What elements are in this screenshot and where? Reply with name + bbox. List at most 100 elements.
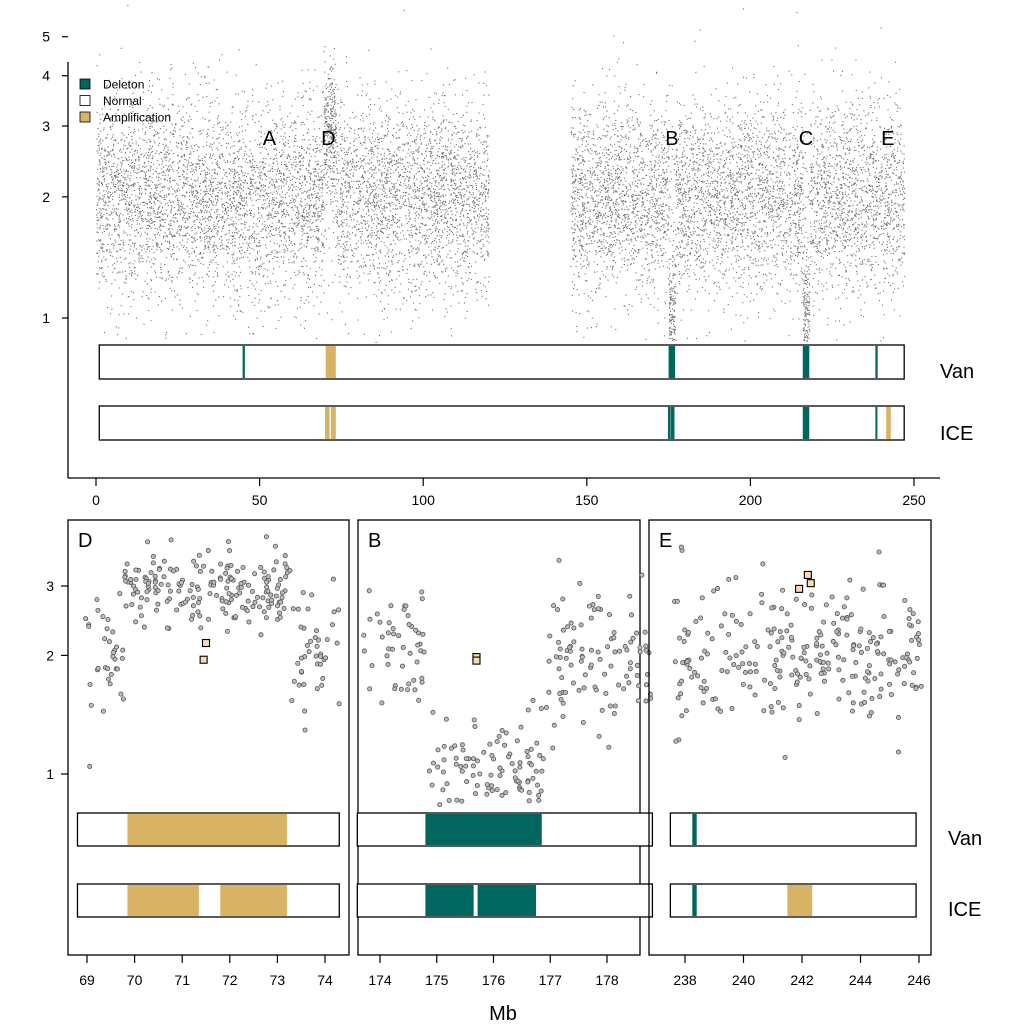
data-point xyxy=(201,132,203,134)
data-point xyxy=(199,130,202,132)
data-point xyxy=(443,95,446,97)
data-point xyxy=(300,168,302,171)
data-point xyxy=(359,230,361,233)
data-point xyxy=(227,160,229,162)
data-point xyxy=(190,151,192,153)
data-point xyxy=(374,213,376,215)
data-point xyxy=(198,277,200,279)
data-point xyxy=(341,158,343,160)
data-point xyxy=(209,187,211,189)
data-point xyxy=(252,94,254,96)
data-point xyxy=(477,281,479,283)
data-point xyxy=(219,153,221,155)
data-point xyxy=(352,161,354,163)
data-point xyxy=(345,225,347,227)
data-point xyxy=(132,263,134,265)
data-point xyxy=(204,193,207,195)
data-point xyxy=(203,218,205,220)
data-point xyxy=(365,115,367,117)
data-point xyxy=(391,261,393,263)
data-point xyxy=(475,170,477,172)
data-point xyxy=(454,158,456,160)
data-point xyxy=(215,255,218,257)
data-point xyxy=(130,203,132,205)
data-point xyxy=(133,230,136,232)
data-point xyxy=(280,161,283,163)
data-point xyxy=(375,238,377,240)
data-point xyxy=(431,147,433,150)
data-point xyxy=(267,225,269,227)
data-point xyxy=(439,176,441,178)
data-point xyxy=(216,117,219,119)
data-point xyxy=(211,285,213,287)
data-point xyxy=(121,190,123,192)
data-point xyxy=(391,251,393,253)
data-point xyxy=(434,237,436,240)
data-point xyxy=(353,150,355,152)
data-point xyxy=(194,237,196,239)
data-point xyxy=(173,130,175,132)
data-point xyxy=(428,228,430,231)
data-point xyxy=(285,196,287,198)
data-point xyxy=(191,236,193,238)
data-point xyxy=(207,167,209,170)
data-point xyxy=(234,158,236,160)
data-point xyxy=(169,243,171,245)
data-point xyxy=(184,73,186,76)
data-point xyxy=(218,155,221,158)
data-point xyxy=(208,198,210,200)
data-point xyxy=(258,172,260,174)
data-point xyxy=(454,202,456,204)
data-point xyxy=(386,265,388,268)
data-point xyxy=(401,269,404,271)
data-point xyxy=(222,156,224,158)
data-point xyxy=(445,180,447,182)
data-point xyxy=(476,174,478,176)
data-point xyxy=(321,192,323,194)
data-point xyxy=(98,188,100,190)
data-point xyxy=(395,194,397,196)
data-point xyxy=(418,232,420,234)
data-point xyxy=(393,188,395,190)
data-point xyxy=(312,139,314,141)
data-point xyxy=(281,223,283,225)
data-point xyxy=(268,182,271,184)
data-point xyxy=(378,222,380,225)
data-point xyxy=(111,155,113,157)
data-point xyxy=(223,169,225,171)
data-point xyxy=(378,267,380,269)
data-point xyxy=(462,234,464,236)
data-point xyxy=(426,144,428,146)
data-point xyxy=(407,197,409,199)
data-point xyxy=(426,167,428,169)
data-point xyxy=(160,183,162,185)
data-point xyxy=(390,158,392,160)
data-point xyxy=(460,290,462,292)
data-point xyxy=(421,176,423,178)
data-point xyxy=(343,127,346,129)
data-point xyxy=(435,204,437,206)
data-point xyxy=(255,181,257,183)
data-point xyxy=(438,222,440,224)
data-point xyxy=(98,189,100,191)
data-point xyxy=(254,187,256,189)
data-point xyxy=(234,169,236,171)
data-point xyxy=(191,286,194,288)
data-point xyxy=(432,292,434,294)
data-point xyxy=(452,168,454,170)
data-point xyxy=(114,140,116,142)
data-point xyxy=(480,207,482,209)
data-point xyxy=(488,179,490,181)
data-point xyxy=(459,178,461,180)
data-point xyxy=(459,172,461,174)
data-point xyxy=(380,200,382,202)
data-point xyxy=(446,231,448,233)
data-point xyxy=(457,197,459,199)
data-point xyxy=(460,264,462,266)
data-point xyxy=(332,281,334,283)
data-point xyxy=(214,212,216,214)
data-point xyxy=(372,204,374,206)
data-point xyxy=(116,176,118,178)
data-point xyxy=(463,224,465,226)
data-point xyxy=(206,212,208,214)
